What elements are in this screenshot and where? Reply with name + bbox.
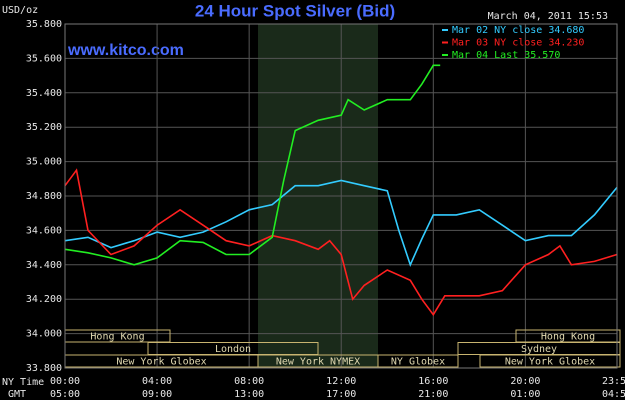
- session-box: [479, 354, 621, 368]
- legend-label: Mar 04 Last 35.570: [452, 50, 560, 61]
- session-label: Hong Kong: [541, 332, 595, 343]
- series-line: [64, 168, 618, 317]
- x-tick-label: 08:00: [234, 376, 264, 387]
- x-tick-label: 20:00: [510, 376, 540, 387]
- y-tick-label: 35.600: [26, 53, 62, 64]
- series-line: [64, 179, 618, 268]
- x2-tick-label: 13:00: [234, 389, 264, 400]
- y-tick-label: 35.800: [26, 19, 62, 30]
- session-label: Sydney: [521, 344, 557, 355]
- plot-frame: [64, 23, 618, 369]
- x2-tick-label: 04:59: [602, 389, 625, 400]
- y-tick-label: 34.000: [26, 329, 62, 340]
- chart-title: 24 Hour Spot Silver (Bid): [195, 1, 395, 20]
- x2-tick-label: 01:00: [510, 389, 540, 400]
- session-box: [377, 354, 459, 368]
- watermark: www.kitco.com: [67, 42, 184, 59]
- session-label: New York NYMEX: [276, 357, 360, 368]
- y-axis-label: USD/oz: [2, 5, 38, 16]
- y-tick-label: 34.600: [26, 225, 62, 236]
- y-tick-label: 34.800: [26, 191, 62, 202]
- series-line: [64, 64, 441, 266]
- session-label: New York Globex: [505, 357, 595, 368]
- x2-axis-label: GMT: [8, 389, 26, 400]
- session-label: NY Globex: [391, 357, 445, 368]
- y-tick-label: 35.000: [26, 157, 62, 168]
- session-label: New York Globex: [116, 357, 206, 368]
- x-tick-label: 23:59: [602, 376, 625, 387]
- legend-label: Mar 02 NY close 34.680: [452, 25, 584, 36]
- x2-tick-label: 21:00: [418, 389, 448, 400]
- x-tick-label: 04:00: [142, 376, 172, 387]
- timestamp: March 04, 2011 15:53: [488, 11, 608, 22]
- x-axis-label: NY Time: [2, 377, 44, 388]
- x-tick-label: 00:00: [50, 376, 80, 387]
- session-label: London: [215, 344, 251, 355]
- x2-tick-label: 17:00: [326, 389, 356, 400]
- y-tick-label: 34.400: [26, 260, 62, 271]
- session-label: Hong Kong: [90, 332, 144, 343]
- y-tick-label: 34.200: [26, 294, 62, 305]
- x-tick-label: 12:00: [326, 376, 356, 387]
- x-tick-label: 16:00: [418, 376, 448, 387]
- y-tick-label: 33.800: [26, 363, 62, 374]
- y-tick-label: 35.400: [26, 88, 62, 99]
- legend-label: Mar 03 NY close 34.230: [452, 38, 584, 49]
- y-tick-label: 35.200: [26, 122, 62, 133]
- x2-tick-label: 05:00: [50, 389, 80, 400]
- x2-tick-label: 09:00: [142, 389, 172, 400]
- session-box: [515, 329, 621, 343]
